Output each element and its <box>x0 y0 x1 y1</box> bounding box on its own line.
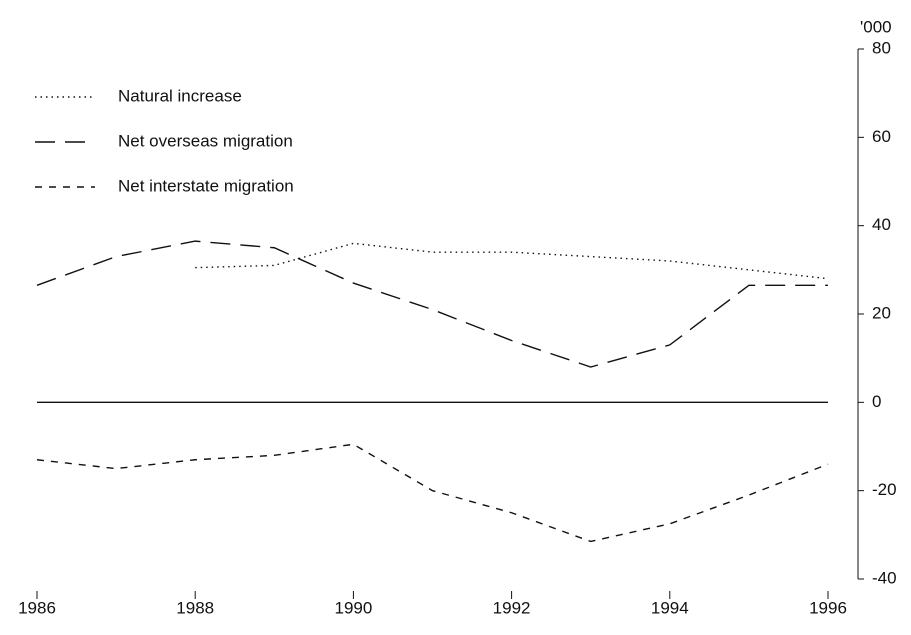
legend-label: Natural increase <box>118 86 242 105</box>
x-tick-label: 1994 <box>651 598 689 617</box>
x-tick-label: 1988 <box>176 598 214 617</box>
series-line <box>195 242 829 280</box>
y-unit-label: '000 <box>860 17 892 36</box>
y-tick-label: 80 <box>872 38 891 57</box>
x-tick-label: 1992 <box>493 598 531 617</box>
y-tick-label: -20 <box>872 480 897 499</box>
legend-label: Net overseas migration <box>118 131 293 150</box>
x-tick-label: 1986 <box>18 598 56 617</box>
series-line <box>36 443 829 543</box>
y-tick-label: 60 <box>872 127 891 146</box>
y-tick-label: 40 <box>872 215 891 234</box>
series-line <box>36 240 828 368</box>
y-tick-label: -40 <box>872 568 897 587</box>
legend-label: Net interstate migration <box>118 176 294 195</box>
x-tick-label: 1996 <box>809 598 847 617</box>
y-tick-label: 0 <box>872 392 881 411</box>
x-tick-label: 1990 <box>334 598 372 617</box>
y-tick-label: 20 <box>872 303 891 322</box>
